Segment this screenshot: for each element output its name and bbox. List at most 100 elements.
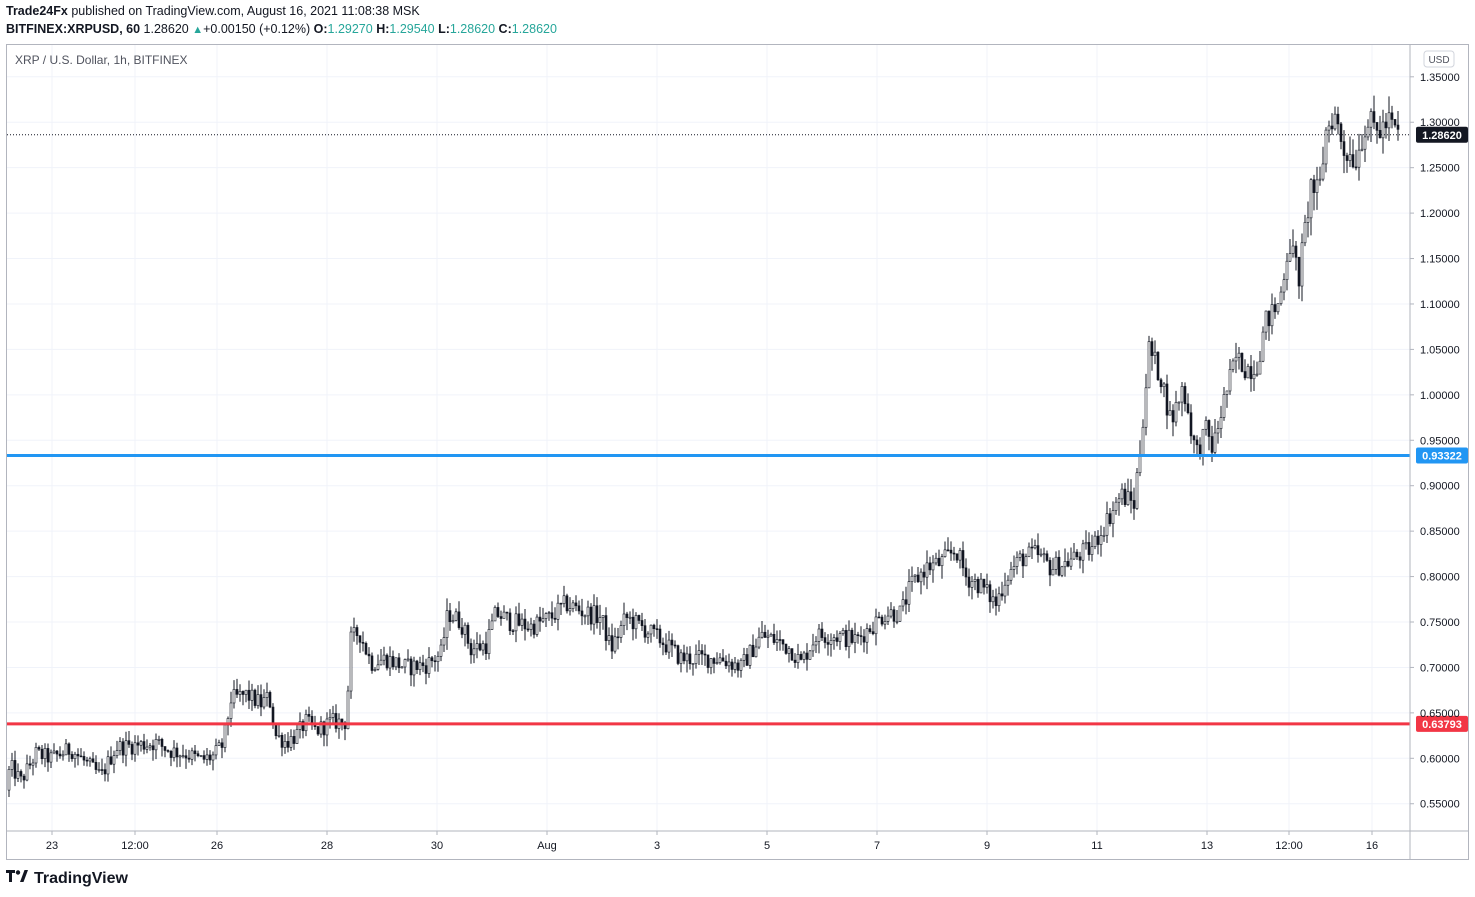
candle: [733, 656, 737, 674]
footer-brand[interactable]: TradingView: [6, 869, 128, 888]
candle-body: [580, 610, 584, 617]
publisher-name[interactable]: Trade24Fx: [6, 4, 68, 18]
candle: [487, 619, 491, 660]
candle: [1126, 478, 1130, 506]
candle: [958, 547, 962, 569]
price-tick-label: 0.95000: [1420, 435, 1460, 447]
price-tick-label: 0.70000: [1420, 662, 1460, 674]
candle: [217, 739, 221, 747]
candle-body: [502, 611, 506, 619]
candle-body: [355, 627, 359, 636]
candle-body: [694, 653, 698, 664]
candle-body: [16, 771, 20, 779]
candle: [1264, 310, 1268, 340]
support-badge: [1416, 715, 1468, 732]
candle-body: [238, 691, 242, 695]
candle: [682, 644, 686, 665]
candle: [1273, 297, 1277, 319]
candle-body: [217, 742, 221, 746]
candle-body: [379, 659, 383, 666]
candle: [523, 609, 527, 641]
candle: [73, 751, 77, 768]
candle-body: [967, 576, 971, 588]
candle-body: [160, 738, 164, 747]
candle: [847, 620, 851, 659]
candle-body: [595, 605, 599, 623]
candle-body: [883, 621, 887, 625]
candle-body: [136, 742, 140, 746]
candle-body: [826, 642, 830, 645]
candle-body: [460, 627, 464, 635]
candle-body: [1285, 260, 1289, 280]
brand-name: TradingView: [34, 869, 128, 887]
candle-body: [1336, 113, 1340, 125]
candle: [100, 758, 104, 776]
candle-body: [976, 579, 980, 594]
candle: [955, 553, 959, 563]
candle: [1387, 96, 1391, 142]
candle-body: [1147, 341, 1151, 389]
symbol-label[interactable]: BITFINEX:XRPUSD, 60: [6, 22, 141, 36]
candle-body: [409, 658, 413, 676]
candle: [1135, 468, 1139, 510]
candle: [691, 663, 695, 676]
candle-body: [28, 763, 32, 766]
candle: [1108, 507, 1112, 527]
last-price-badge: [1416, 126, 1468, 143]
change-value: +0.00150 (+0.12%): [203, 22, 311, 36]
candle-body: [985, 584, 989, 588]
candle-body: [1057, 556, 1061, 576]
candle: [1123, 482, 1127, 507]
candle-body: [1345, 155, 1349, 161]
candle: [1339, 121, 1343, 150]
price-tick-label: 1.10000: [1420, 299, 1460, 311]
candle: [154, 733, 158, 760]
candle: [1288, 238, 1292, 263]
candle: [1240, 352, 1244, 373]
candle-body: [853, 634, 857, 643]
candle: [811, 633, 815, 657]
candle-body: [112, 755, 116, 765]
candle: [850, 627, 854, 645]
candle: [700, 644, 704, 665]
candle: [1105, 501, 1109, 543]
candle-body: [82, 756, 86, 761]
candle: [421, 654, 425, 673]
candle: [382, 646, 386, 666]
candle-body: [232, 689, 236, 704]
candle: [970, 575, 974, 600]
candle: [505, 611, 509, 621]
candle: [967, 568, 971, 597]
candle: [52, 743, 56, 755]
candle-body: [808, 650, 812, 660]
candle: [1351, 139, 1355, 169]
candle: [118, 737, 122, 756]
candle: [139, 740, 143, 752]
candle-body: [1378, 130, 1382, 139]
candle: [1270, 293, 1274, 335]
candle-body: [904, 599, 908, 605]
candle: [583, 614, 587, 625]
candle-body: [700, 650, 704, 655]
candle-body: [790, 648, 794, 661]
candle-body: [685, 653, 689, 662]
candle: [880, 614, 884, 627]
candle: [1177, 401, 1181, 411]
candle: [373, 667, 377, 672]
candle-body: [190, 750, 194, 760]
candle-body: [1123, 488, 1127, 505]
resistance-support-label: 0.93322: [1422, 451, 1462, 463]
candle-body: [823, 637, 827, 643]
price-tick-label: 1.25000: [1420, 163, 1460, 175]
candle: [745, 648, 749, 666]
candle-body: [1018, 553, 1022, 558]
candle: [985, 573, 989, 594]
candle-body: [1126, 491, 1130, 505]
candle-body: [943, 549, 947, 557]
candle: [1150, 337, 1154, 371]
candle-body: [844, 630, 848, 648]
candle: [418, 656, 422, 676]
candle: [1246, 363, 1250, 379]
candle: [451, 614, 455, 624]
